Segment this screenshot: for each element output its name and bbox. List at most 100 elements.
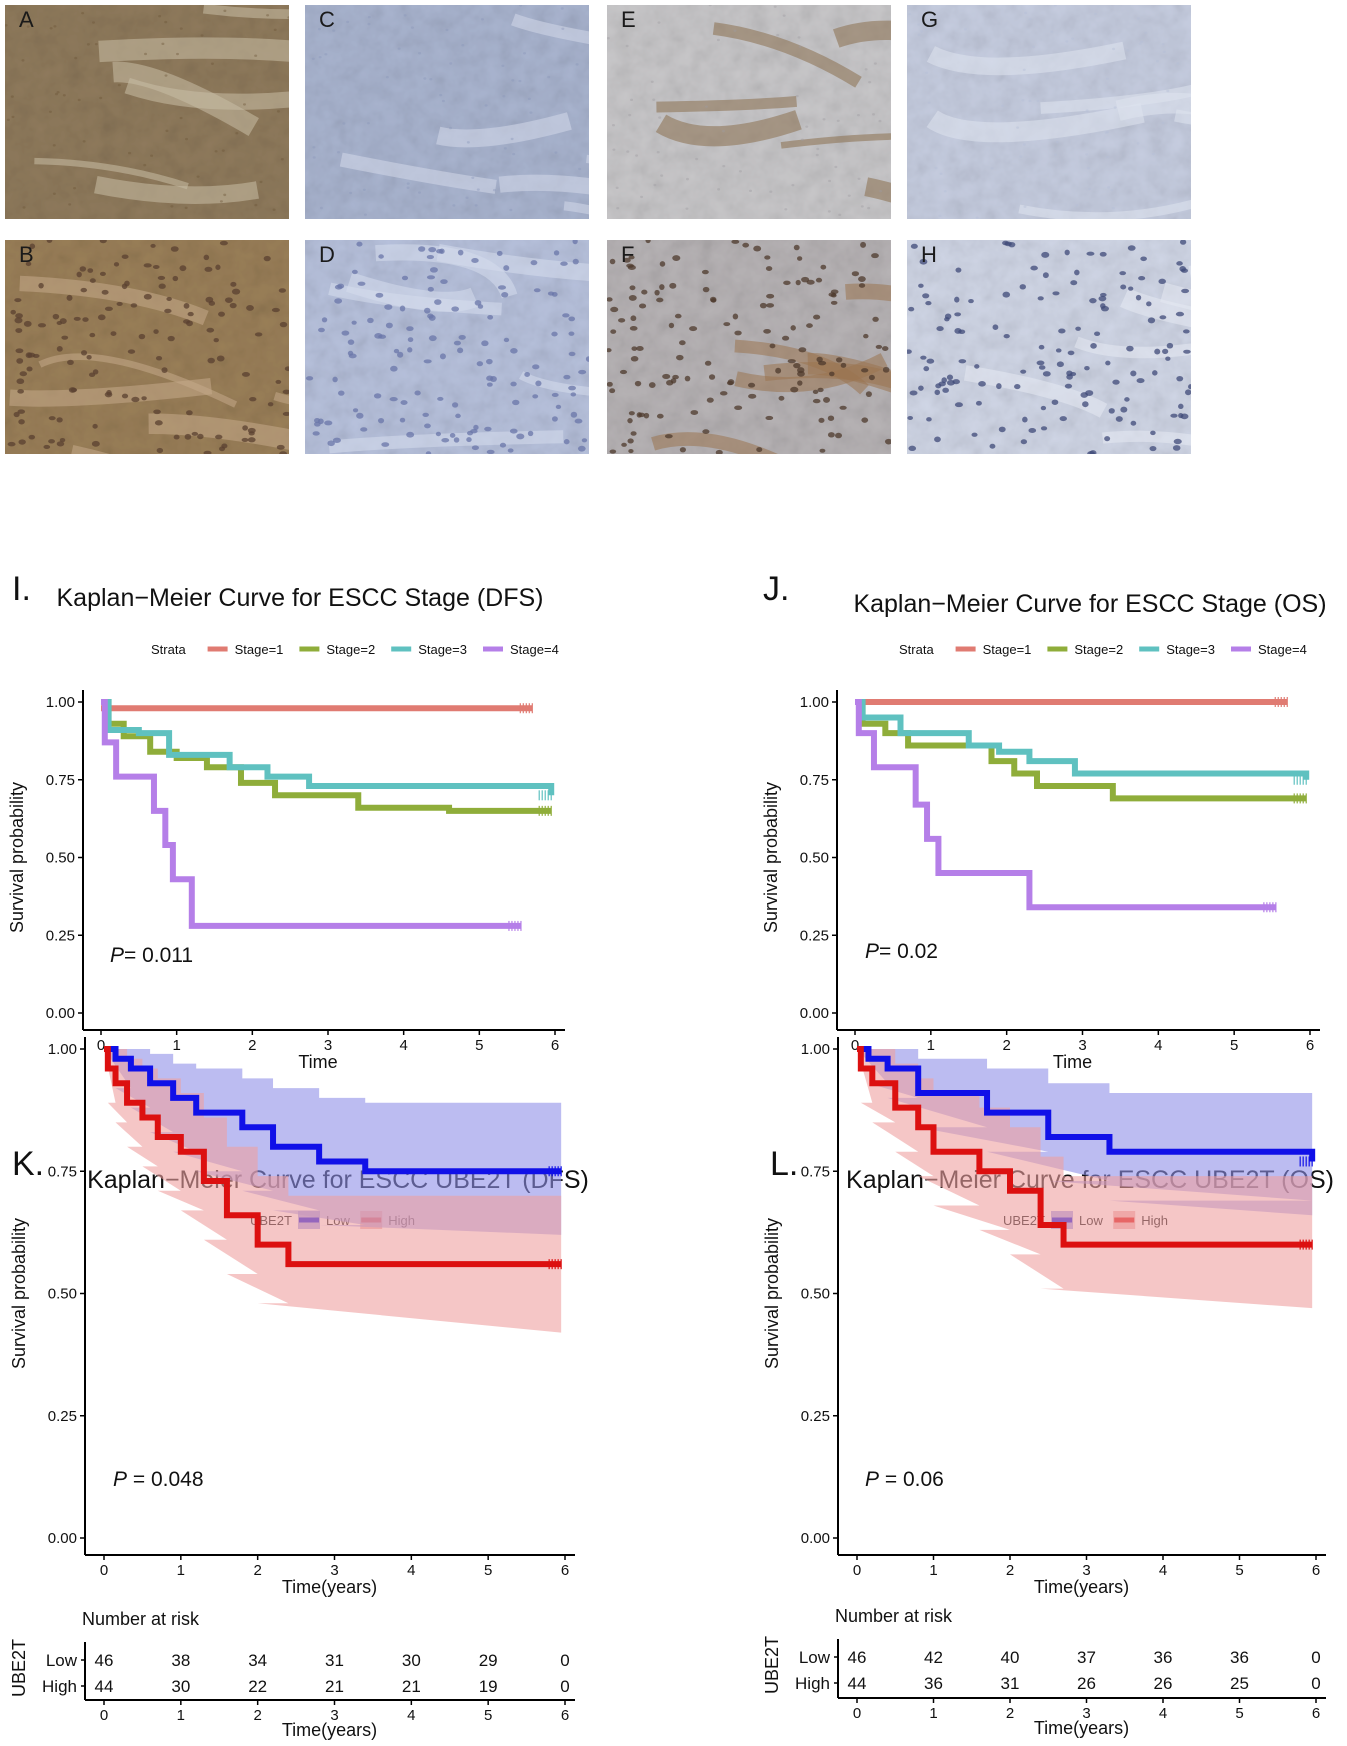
tissue-fiber xyxy=(9,377,213,407)
cell-nucleus xyxy=(1113,106,1117,109)
cell-nucleus xyxy=(86,43,90,46)
y-tick-label: 0.00 xyxy=(801,1530,830,1547)
cell-nucleus xyxy=(607,348,612,353)
cell-nucleus xyxy=(206,327,215,333)
cell-nucleus xyxy=(627,438,634,444)
cell-nucleus xyxy=(954,296,960,303)
cell-nucleus xyxy=(362,188,366,192)
cell-nucleus xyxy=(19,371,28,377)
tissue-fiber xyxy=(1102,430,1191,446)
cell-nucleus xyxy=(1084,365,1090,371)
cell-nucleus xyxy=(722,164,726,168)
micrograph-label: F xyxy=(621,242,634,267)
cell-nucleus xyxy=(946,374,954,380)
cell-nucleus xyxy=(1111,206,1115,210)
cell-nucleus xyxy=(73,316,81,321)
cell-nucleus xyxy=(492,188,496,192)
cell-nucleus xyxy=(669,282,677,289)
cell-nucleus xyxy=(790,386,799,393)
cell-nucleus xyxy=(918,283,924,288)
cell-nucleus xyxy=(561,27,565,30)
cell-nucleus xyxy=(1059,416,1067,422)
cell-nucleus xyxy=(830,293,837,298)
cell-nucleus xyxy=(820,264,827,270)
cell-nucleus xyxy=(437,396,444,401)
legend-entry: Stage=2 xyxy=(326,642,375,657)
cell-nucleus xyxy=(827,432,835,438)
cell-nucleus xyxy=(818,360,827,366)
cell-nucleus xyxy=(532,364,540,370)
risk-cell: 44 xyxy=(95,1677,114,1696)
p-value-symbol: P xyxy=(110,944,124,967)
cell-nucleus xyxy=(26,25,30,28)
cell-nucleus xyxy=(610,306,619,313)
cell-nucleus xyxy=(1170,413,1178,418)
cell-nucleus xyxy=(477,304,484,309)
cell-nucleus xyxy=(457,249,464,256)
panel-letter: I. xyxy=(12,570,31,608)
cell-nucleus xyxy=(503,337,510,343)
cell-nucleus xyxy=(439,353,446,360)
cell-nucleus xyxy=(367,22,371,26)
cell-nucleus xyxy=(756,447,763,453)
cell-nucleus xyxy=(627,418,633,424)
cell-nucleus xyxy=(279,451,288,454)
cell-nucleus xyxy=(734,405,743,410)
cell-nucleus xyxy=(509,428,518,434)
cell-nucleus xyxy=(248,431,255,436)
cell-nucleus xyxy=(924,28,928,31)
cell-nucleus xyxy=(1058,328,1066,334)
cell-nucleus xyxy=(229,302,237,309)
cell-nucleus xyxy=(425,451,432,454)
cell-nucleus xyxy=(523,52,527,55)
cell-nucleus xyxy=(685,207,689,210)
cell-nucleus xyxy=(1155,60,1159,63)
cell-nucleus xyxy=(465,196,469,199)
cell-nucleus xyxy=(1104,131,1108,134)
cell-nucleus xyxy=(79,266,87,272)
tissue-fiber xyxy=(1188,265,1191,279)
cell-nucleus xyxy=(836,119,840,122)
cell-nucleus xyxy=(287,16,289,19)
cell-nucleus xyxy=(827,415,835,421)
cell-nucleus xyxy=(839,405,847,410)
risk-cell: 21 xyxy=(402,1677,421,1696)
cell-nucleus xyxy=(871,253,879,259)
cell-nucleus xyxy=(738,170,742,173)
cell-nucleus xyxy=(449,126,453,130)
cell-nucleus xyxy=(1094,331,1101,337)
cell-nucleus xyxy=(878,119,882,123)
confidence-band-low xyxy=(104,1049,562,1235)
cell-nucleus xyxy=(695,157,699,161)
cell-nucleus xyxy=(805,125,809,128)
cell-nucleus xyxy=(131,396,140,403)
cell-nucleus xyxy=(363,213,367,216)
cell-nucleus xyxy=(351,269,358,275)
cell-nucleus xyxy=(607,381,613,387)
cell-nucleus xyxy=(476,188,480,191)
cell-nucleus xyxy=(312,156,316,159)
km-chart-l: L.Kaplan−Meier Curve for ESCC UBE2T (OS)… xyxy=(762,1037,1334,1597)
cell-nucleus xyxy=(92,369,99,375)
risk-x-tick-label: 0 xyxy=(100,1707,108,1724)
cell-nucleus xyxy=(1086,166,1090,170)
risk-x-tick-label: 3 xyxy=(1082,1705,1090,1722)
cell-nucleus xyxy=(1053,5,1057,7)
cell-nucleus xyxy=(471,176,475,179)
cell-nucleus xyxy=(975,216,979,219)
cell-nucleus xyxy=(1016,126,1020,129)
cell-nucleus xyxy=(155,355,163,361)
x-tick-label: 3 xyxy=(1078,1037,1086,1054)
cell-nucleus xyxy=(689,326,698,332)
cell-nucleus xyxy=(797,367,805,374)
cell-nucleus xyxy=(958,359,967,364)
cell-nucleus xyxy=(612,148,616,151)
cell-nucleus xyxy=(1130,370,1137,377)
cell-nucleus xyxy=(1166,89,1170,93)
risk-row-label: Low xyxy=(46,1651,78,1670)
risk-x-tick-label: 1 xyxy=(929,1705,937,1722)
cell-nucleus xyxy=(879,189,883,193)
cell-nucleus xyxy=(351,320,357,325)
micrograph-a: A xyxy=(5,5,289,219)
